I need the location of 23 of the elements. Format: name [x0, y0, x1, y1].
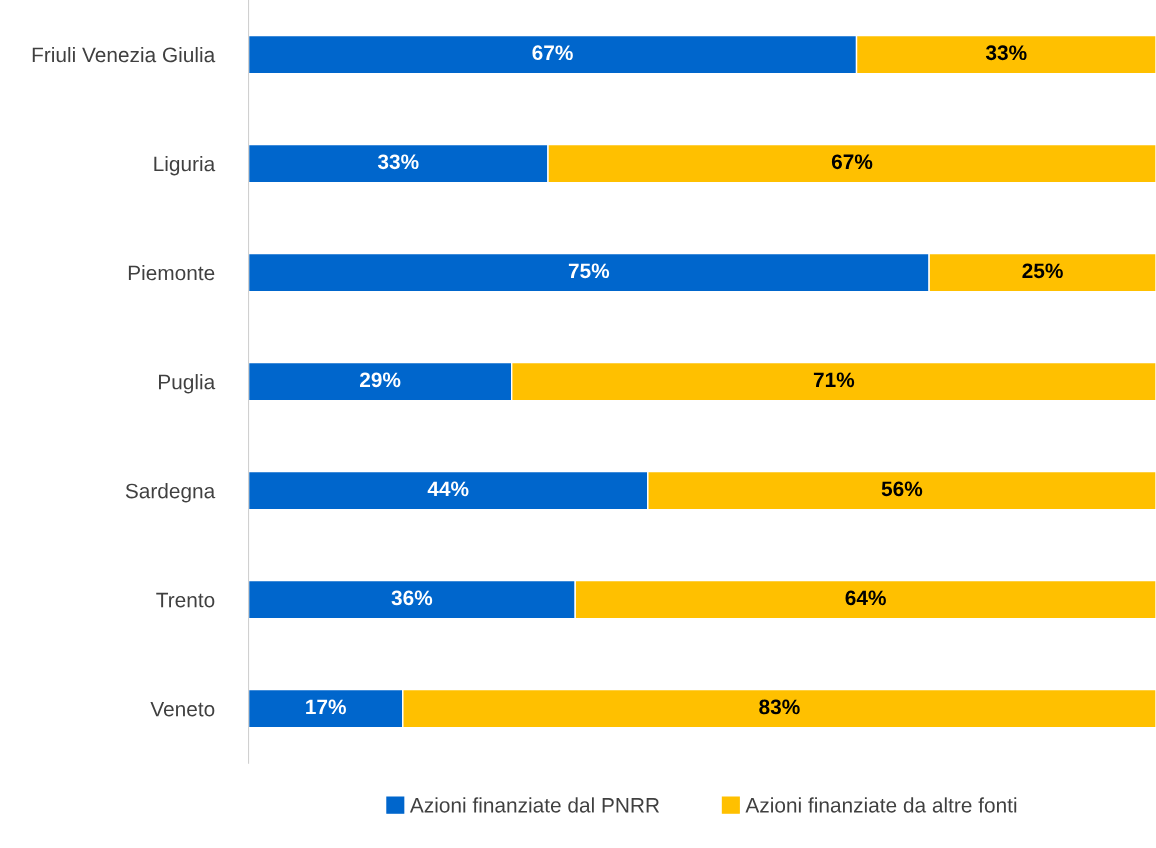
- y-tick-label: Trento: [156, 592, 215, 608]
- data-label: 44%: [427, 481, 469, 497]
- data-label: 67%: [831, 154, 873, 170]
- legend-label: Azioni finanziate dal PNRR: [409, 797, 660, 813]
- data-label: 36%: [391, 590, 433, 606]
- y-tick-label: Liguria: [154, 155, 216, 176]
- y-tick-label: Sardegna: [125, 483, 216, 503]
- data-label: 75%: [568, 263, 610, 279]
- data-label: 83%: [759, 699, 800, 715]
- data-label: 71%: [813, 372, 855, 388]
- data-label: 25%: [1022, 263, 1063, 279]
- data-label: 67%: [532, 45, 573, 61]
- data-label: 29%: [360, 372, 401, 388]
- data-label: 33%: [985, 45, 1027, 61]
- y-tick-label: Piemonte: [128, 265, 215, 281]
- data-label: 56%: [881, 481, 923, 497]
- data-label: 17%: [306, 699, 346, 715]
- y-tick-label: Puglia: [159, 374, 216, 394]
- data-label: 33%: [377, 154, 419, 170]
- y-tick-label: Friuli Venezia Giulia: [32, 46, 216, 63]
- legend-label: Azioni finanziate da altre fonti: [745, 797, 1017, 813]
- data-label: 64%: [845, 590, 886, 606]
- y-tick-label: Veneto: [150, 701, 215, 717]
